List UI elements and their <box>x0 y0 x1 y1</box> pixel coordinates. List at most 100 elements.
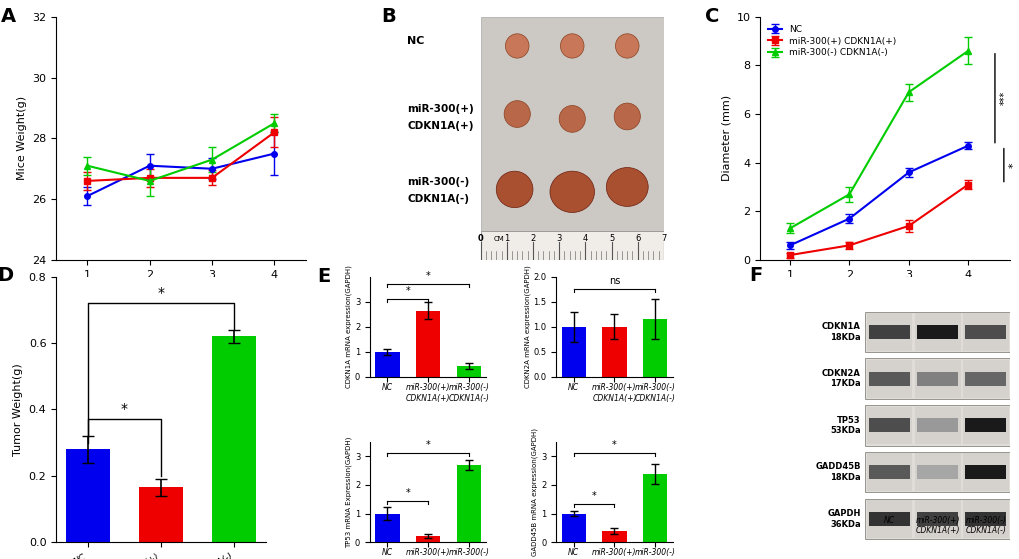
Bar <box>914 360 960 397</box>
Y-axis label: GADD45B mRNA expression(GAPDH): GADD45B mRNA expression(GAPDH) <box>531 428 538 556</box>
Text: *: * <box>405 487 410 498</box>
Text: F: F <box>748 266 761 285</box>
Ellipse shape <box>496 171 533 207</box>
Text: *: * <box>425 440 430 451</box>
Ellipse shape <box>605 168 648 206</box>
Ellipse shape <box>613 103 640 130</box>
Text: miR-300(+)
CDKN1A(+): miR-300(+) CDKN1A(+) <box>914 515 959 535</box>
X-axis label: week: week <box>866 285 903 298</box>
Bar <box>457 366 481 377</box>
Y-axis label: CDKN1A mRNA expression(GAPDH): CDKN1A mRNA expression(GAPDH) <box>345 266 352 389</box>
Text: CDKN2A
17KDa: CDKN2A 17KDa <box>821 369 860 389</box>
Text: *: * <box>405 286 410 296</box>
Text: miR-300(-)
CDKN1A(-): miR-300(-) CDKN1A(-) <box>964 515 1005 535</box>
Bar <box>864 358 1009 399</box>
Ellipse shape <box>505 34 529 58</box>
Bar <box>916 372 957 386</box>
Bar <box>962 360 1008 397</box>
Bar <box>916 325 957 339</box>
Bar <box>866 360 912 397</box>
Bar <box>868 465 909 479</box>
Text: *: * <box>591 491 596 500</box>
Bar <box>962 500 1008 538</box>
Bar <box>916 465 957 479</box>
Legend: NC, miR-300(+) CDKN1A(+), miR-300(-) CDKN1A(-): NC, miR-300(+) CDKN1A(+), miR-300(-) CDK… <box>764 21 899 61</box>
Bar <box>964 418 1006 433</box>
Bar <box>416 536 440 542</box>
Bar <box>642 473 666 542</box>
Bar <box>914 500 960 538</box>
Bar <box>916 512 957 526</box>
Bar <box>866 406 912 444</box>
Ellipse shape <box>503 101 530 127</box>
Text: miR-300(+): miR-300(+) <box>407 104 474 114</box>
Bar <box>642 319 666 377</box>
Text: E: E <box>317 267 330 286</box>
Bar <box>864 499 1009 539</box>
Bar <box>866 313 912 351</box>
Bar <box>868 418 909 433</box>
Text: 1: 1 <box>503 234 508 243</box>
Ellipse shape <box>549 171 594 212</box>
X-axis label: week: week <box>162 285 199 298</box>
Text: CDKN1A
18KDa: CDKN1A 18KDa <box>821 322 860 342</box>
Text: miR-300(-): miR-300(-) <box>407 177 469 187</box>
Bar <box>964 372 1006 386</box>
Bar <box>561 514 585 542</box>
Text: *: * <box>157 286 164 300</box>
Text: *: * <box>425 271 430 281</box>
Bar <box>962 453 1008 491</box>
Bar <box>212 337 256 542</box>
Text: CDKN1A(-): CDKN1A(-) <box>407 194 469 204</box>
Bar <box>864 405 1009 446</box>
Y-axis label: Tumor Weight(g): Tumor Weight(g) <box>13 363 23 456</box>
Bar <box>457 465 481 542</box>
Text: A: A <box>1 7 16 26</box>
Text: CM: CM <box>493 236 504 242</box>
Bar <box>480 17 663 231</box>
Text: D: D <box>0 266 13 285</box>
Y-axis label: Diameter (mm): Diameter (mm) <box>720 95 731 182</box>
Text: *: * <box>1008 162 1018 168</box>
Text: GADD45B
18KDa: GADD45B 18KDa <box>814 462 860 482</box>
Ellipse shape <box>558 106 585 132</box>
Bar <box>914 453 960 491</box>
Text: GAPDH
36KDa: GAPDH 36KDa <box>826 509 860 529</box>
Text: 7: 7 <box>660 234 666 243</box>
Ellipse shape <box>614 34 639 58</box>
Text: CDKN1A(+): CDKN1A(+) <box>407 121 473 131</box>
Bar <box>916 418 957 433</box>
Bar <box>601 327 626 377</box>
Bar <box>914 313 960 351</box>
Bar <box>601 532 626 542</box>
Bar <box>868 372 909 386</box>
Y-axis label: Mice Weight(g): Mice Weight(g) <box>16 96 26 181</box>
Bar <box>962 313 1008 351</box>
Text: TP53
53KDa: TP53 53KDa <box>829 416 860 435</box>
Ellipse shape <box>559 34 584 58</box>
Bar <box>866 453 912 491</box>
Bar <box>139 487 182 542</box>
Text: C: C <box>705 7 719 26</box>
Text: *: * <box>120 402 127 416</box>
Text: ns: ns <box>608 276 620 286</box>
Text: 6: 6 <box>635 234 640 243</box>
Text: 2: 2 <box>530 234 535 243</box>
Bar <box>416 310 440 377</box>
Bar <box>864 452 1009 492</box>
Bar <box>868 325 909 339</box>
Text: NC: NC <box>883 515 895 525</box>
Text: NC: NC <box>407 36 424 46</box>
Bar <box>375 514 399 542</box>
Text: 3: 3 <box>556 234 561 243</box>
Bar <box>964 465 1006 479</box>
Bar <box>964 512 1006 526</box>
Text: 4: 4 <box>582 234 587 243</box>
Bar <box>868 512 909 526</box>
Text: 5: 5 <box>608 234 613 243</box>
Bar <box>866 500 912 538</box>
Text: *: * <box>611 440 616 451</box>
Bar <box>375 352 399 377</box>
Bar <box>864 312 1009 352</box>
Bar <box>914 406 960 444</box>
